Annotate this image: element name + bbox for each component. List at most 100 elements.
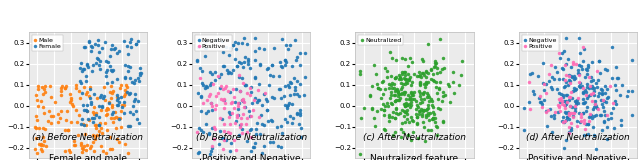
Positive: [566, 121, 577, 124]
Neutralized: [419, 98, 429, 101]
Negative: [564, 79, 575, 82]
Positive: [569, 112, 579, 115]
Neutralized: [404, 78, 414, 80]
Positive: [216, 85, 226, 87]
Neutralized: [418, 110, 428, 112]
Neutralized: [378, 79, 388, 82]
Male: [69, 140, 79, 142]
Neutralized: [394, 77, 404, 79]
Female: [131, 43, 141, 45]
Negative: [555, 101, 565, 104]
Negative: [287, 103, 297, 105]
Positive: [568, 112, 578, 114]
Negative: [254, 99, 264, 101]
Positive: [543, 109, 554, 111]
Negative: [591, 105, 601, 107]
Negative: [275, 88, 285, 90]
Negative: [295, 64, 305, 66]
Male: [65, 100, 75, 103]
Positive: [246, 136, 256, 138]
Negative: [205, 70, 215, 73]
Positive: [232, 104, 243, 107]
Female: [83, 66, 93, 69]
Positive: [219, 123, 229, 126]
Female: [125, 111, 135, 114]
Positive: [202, 98, 212, 101]
Neutralized: [365, 95, 375, 98]
Legend: Male, Female: Male, Female: [32, 35, 63, 51]
Male: [111, 127, 122, 129]
Male: [82, 90, 92, 93]
Negative: [583, 132, 593, 135]
Negative: [210, 79, 220, 81]
Female: [100, 41, 110, 44]
Male: [71, 108, 81, 111]
Positive: [223, 131, 234, 133]
Negative: [596, 92, 607, 94]
Female: [122, 91, 132, 93]
Positive: [205, 93, 215, 95]
Text: (d) After Neutralization: (d) After Neutralization: [526, 133, 630, 142]
Male: [81, 149, 92, 152]
Neutralized: [413, 109, 424, 112]
Negative: [603, 117, 613, 120]
Neutralized: [384, 114, 394, 116]
Neutralized: [382, 102, 392, 104]
Positive: [192, 130, 202, 133]
Negative: [224, 111, 234, 114]
Positive: [544, 72, 554, 75]
Male: [33, 88, 44, 91]
Negative: [622, 95, 632, 97]
Female: [92, 56, 102, 59]
Neutralized: [438, 57, 448, 60]
Neutralized: [424, 100, 435, 102]
Female: [76, 62, 86, 64]
Positive: [218, 148, 228, 150]
Neutralized: [416, 76, 426, 78]
Negative: [276, 146, 286, 149]
Female: [97, 47, 107, 50]
Neutralized: [424, 119, 435, 122]
Neutralized: [393, 113, 403, 116]
Female: [93, 58, 103, 61]
Positive: [570, 105, 580, 108]
Positive: [607, 102, 618, 105]
Male: [61, 84, 72, 87]
Negative: [547, 131, 557, 133]
Neutralized: [414, 113, 424, 115]
Positive: [228, 107, 239, 110]
Positive: [540, 91, 550, 94]
Negative: [561, 112, 571, 114]
Male: [38, 144, 48, 147]
Negative: [200, 47, 211, 50]
Neutralized: [438, 91, 448, 93]
Negative: [198, 130, 208, 133]
Male: [78, 147, 88, 150]
Negative: [554, 77, 564, 80]
Neutralized: [414, 90, 424, 93]
Negative: [574, 73, 584, 76]
Negative: [524, 101, 534, 104]
Negative: [611, 100, 621, 102]
Negative: [589, 134, 600, 136]
Neutralized: [431, 62, 441, 65]
Neutralized: [421, 83, 431, 85]
Negative: [266, 95, 276, 98]
Negative: [209, 71, 220, 74]
Male: [38, 93, 48, 96]
Negative: [282, 105, 292, 107]
Neutralized: [448, 81, 458, 83]
Male: [91, 124, 101, 127]
Neutralized: [403, 65, 413, 68]
Positive: [598, 99, 608, 101]
Negative: [239, 83, 250, 86]
Positive: [223, 116, 234, 118]
Negative: [196, 95, 206, 98]
Neutralized: [407, 93, 417, 96]
Positive: [537, 106, 547, 108]
Neutralized: [449, 92, 460, 94]
Neutralized: [390, 77, 400, 79]
Neutralized: [399, 58, 410, 60]
Negative: [534, 96, 544, 99]
Negative: [564, 117, 574, 120]
